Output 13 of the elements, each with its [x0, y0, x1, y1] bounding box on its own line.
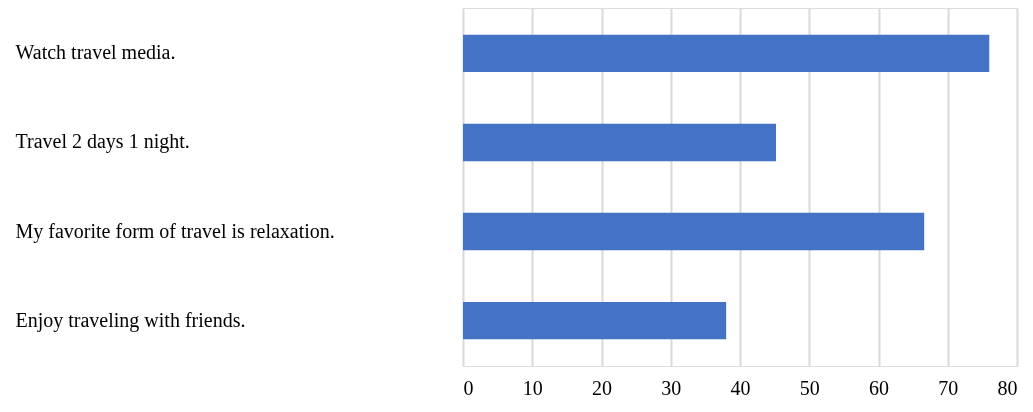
- x-tick-label: 10: [522, 376, 543, 399]
- y-tick-label: Travel 2 days 1 night.: [15, 130, 190, 154]
- x-tick-label: 50: [799, 376, 820, 399]
- x-tick-label: 20: [592, 376, 612, 399]
- x-tick-label: 80: [997, 376, 1018, 399]
- y-tick-label: Enjoy traveling with friends.: [15, 308, 246, 332]
- x-tick-label: 30: [661, 376, 682, 399]
- x-tick-label: 40: [730, 376, 751, 399]
- x-tick-label: 0: [463, 376, 474, 399]
- x-tick-label: 70: [938, 376, 959, 399]
- y-tick-label: Watch travel media.: [15, 41, 176, 64]
- x-tick-label: 60: [869, 376, 889, 399]
- y-tick-label: My favorite form of travel is relaxation.: [15, 219, 335, 243]
